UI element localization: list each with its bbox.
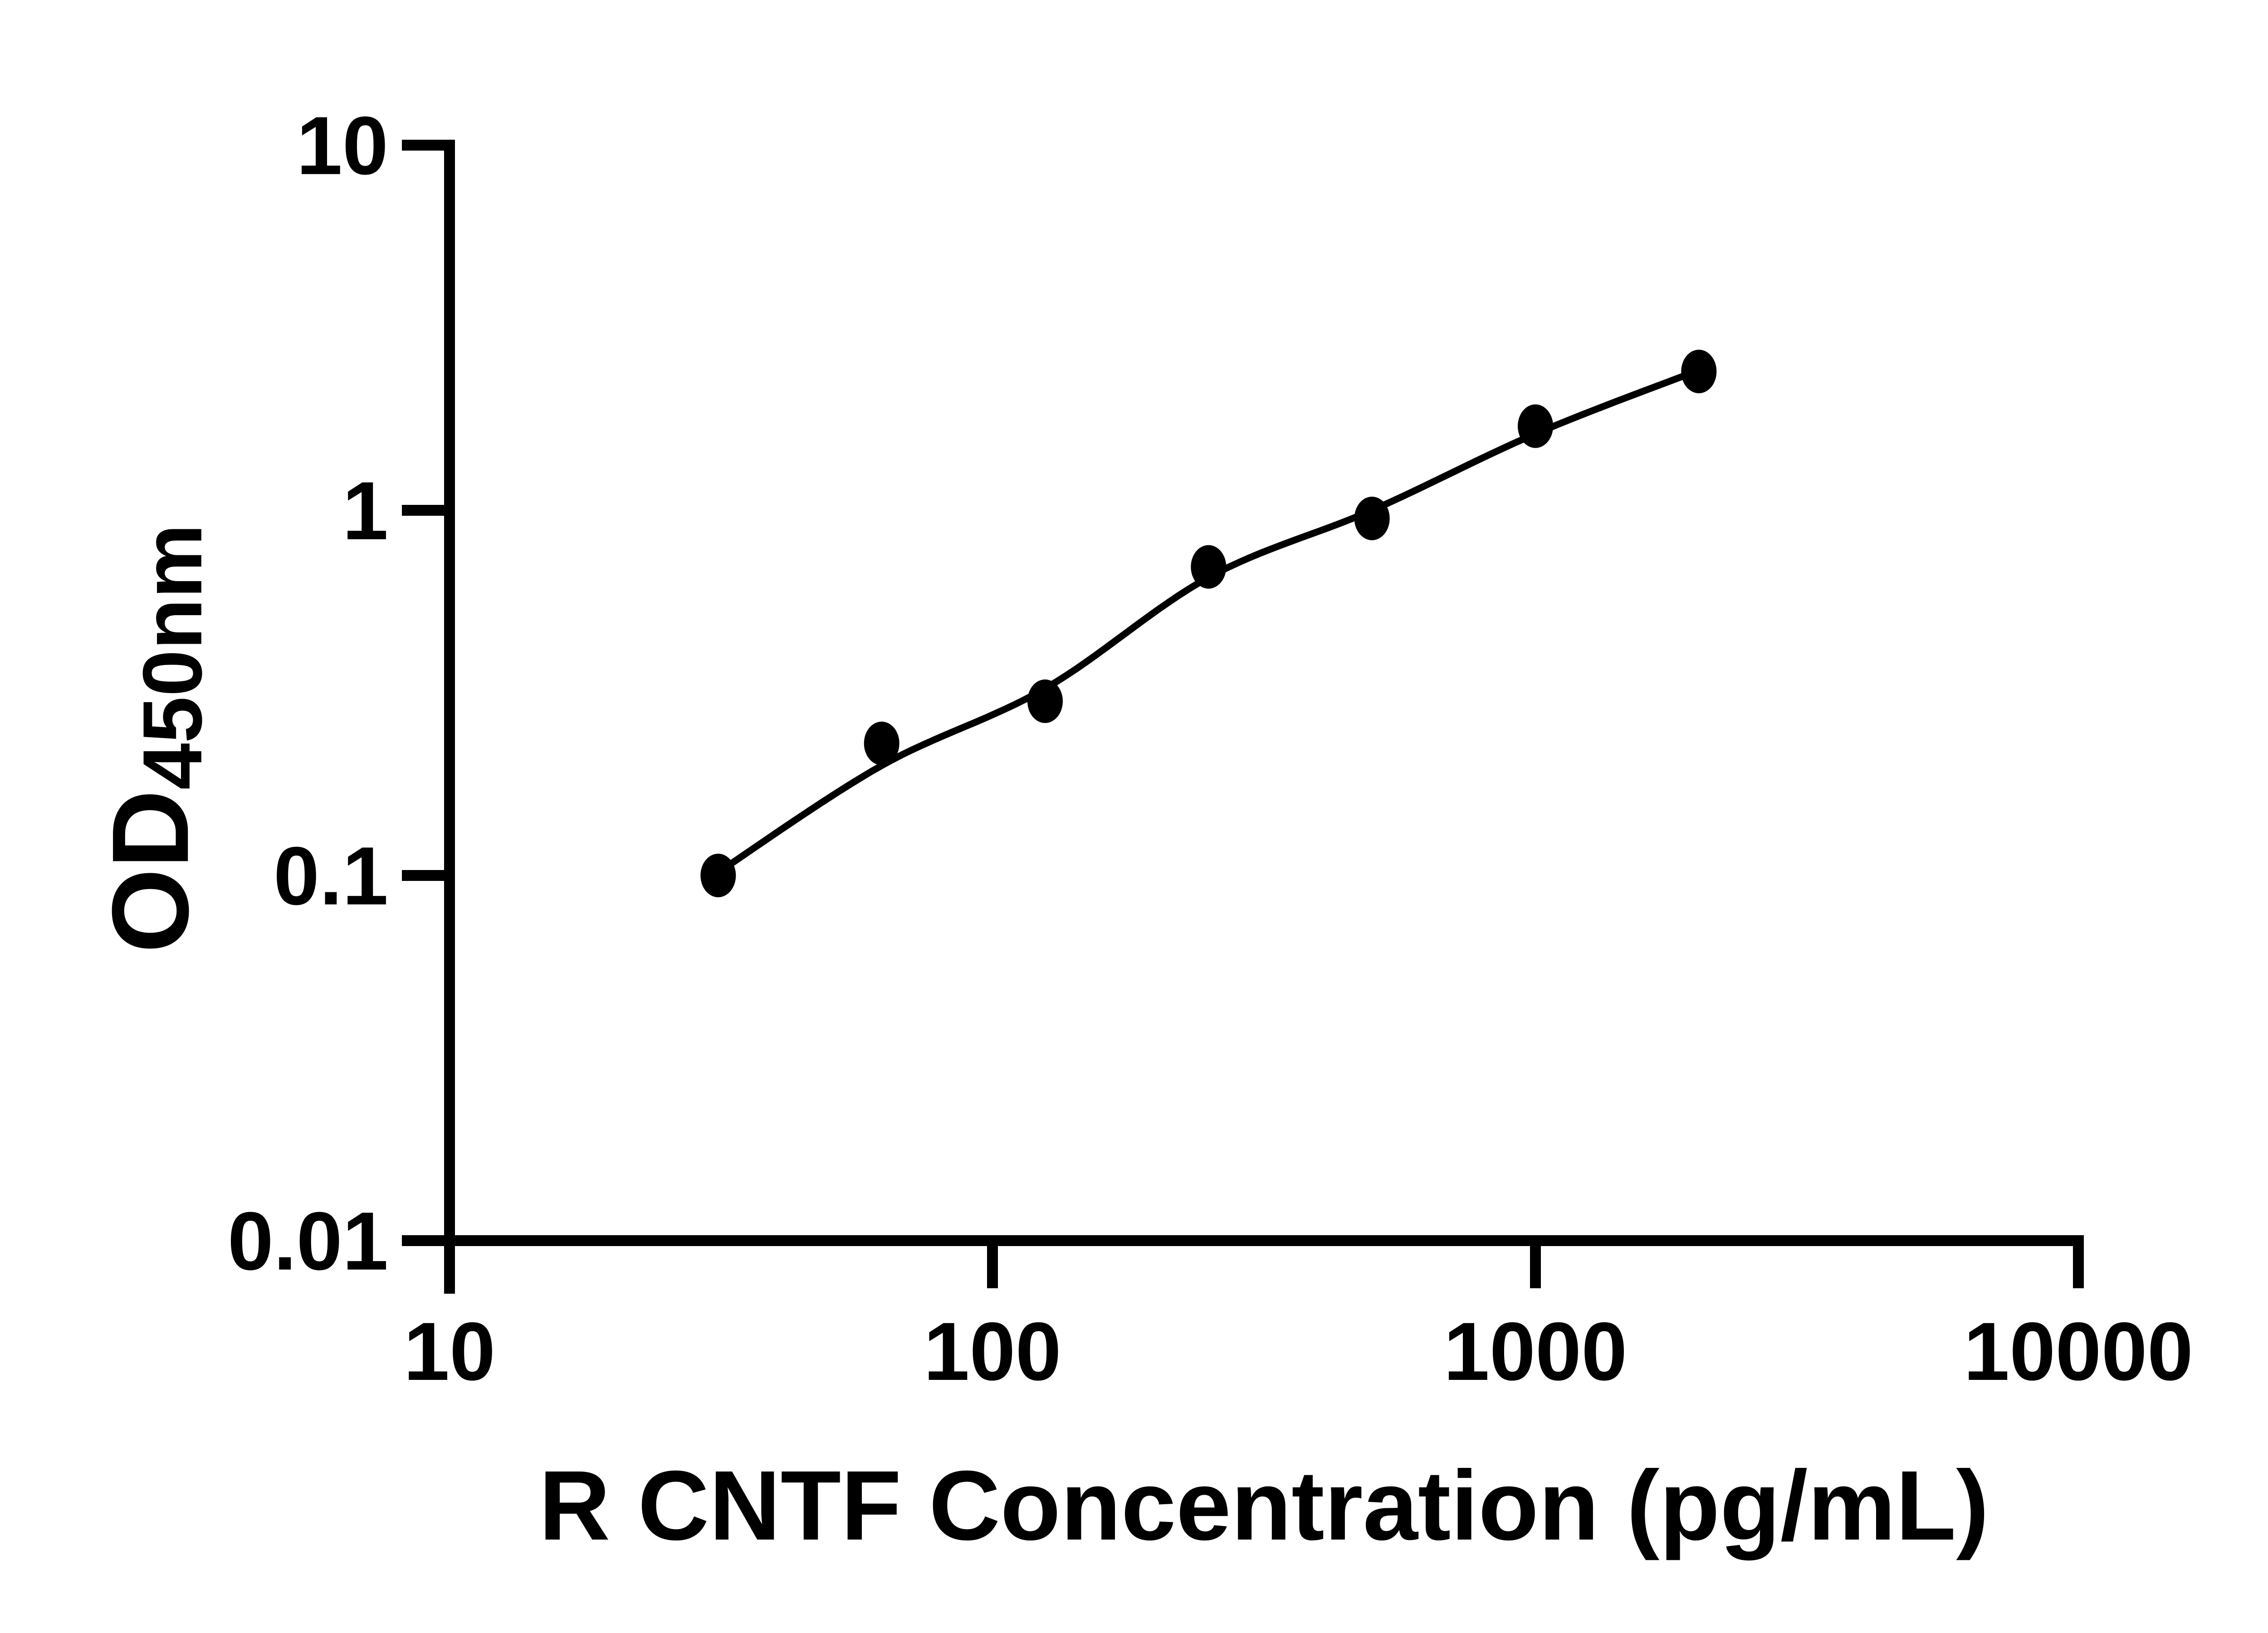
x-axis-tick-label: 100 (924, 1305, 1061, 1398)
x-axis-tick-label: 10 (404, 1305, 495, 1398)
y-axis-title-text: OD (89, 790, 211, 953)
y-axis-tick-label: 0.1 (274, 830, 388, 922)
y-axis-tick-label: 10 (297, 99, 388, 192)
data-point-marker (700, 854, 736, 897)
data-point-marker (1354, 496, 1390, 540)
x-axis-title-text: R CNTF Concentration (pg/mL) (539, 1451, 1989, 1561)
data-point-marker (1027, 679, 1063, 723)
data-point-marker (1191, 545, 1227, 589)
data-point-marker (864, 721, 899, 765)
fit-curve (714, 367, 1702, 876)
y-axis-tick-label: 0.01 (228, 1195, 388, 1287)
data-point-marker (1681, 349, 1717, 393)
x-axis-tick-label: 10000 (1964, 1305, 2193, 1398)
y-axis-title-subscript: 450nm (126, 523, 220, 790)
x-axis-title: R CNTF Concentration (pg/mL) (450, 1449, 2078, 1563)
y-axis-tick-label: 1 (342, 464, 388, 557)
data-point-marker (1518, 404, 1553, 448)
y-axis-title: OD450nm (88, 524, 221, 953)
x-axis-tick-label: 1000 (1444, 1305, 1628, 1398)
